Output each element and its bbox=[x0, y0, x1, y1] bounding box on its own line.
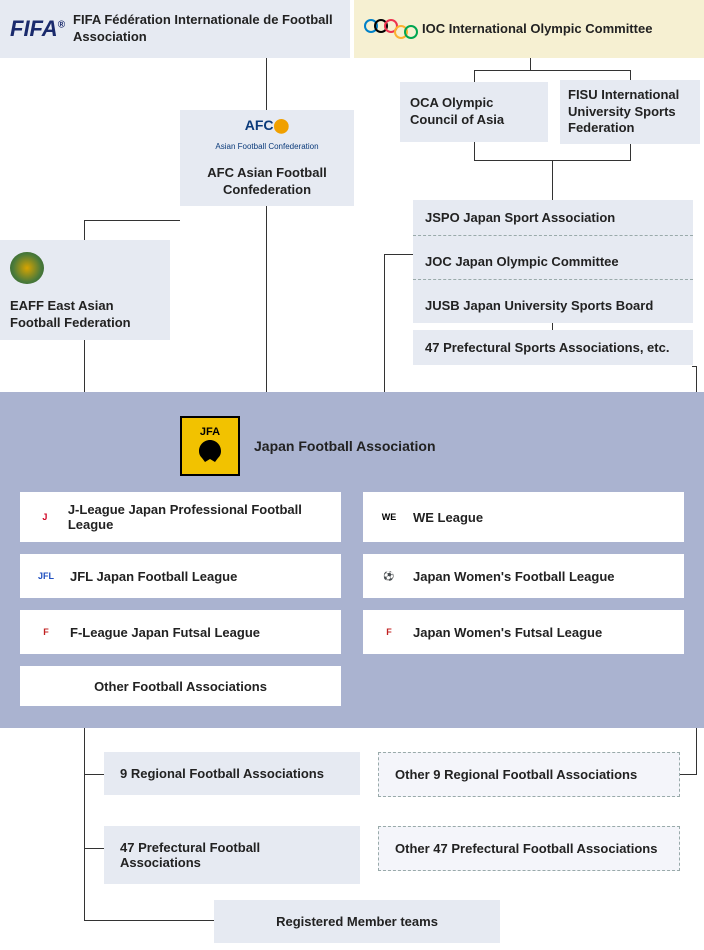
joc-row: JOC Japan Olympic Committee bbox=[413, 244, 693, 280]
line-afc-eaff-h bbox=[84, 220, 180, 221]
registered-teams-label: Registered Member teams bbox=[276, 914, 438, 929]
other-prefectural-fa-box: Other 47 Prefectural Football Associatio… bbox=[378, 826, 680, 871]
league-card: J J-League Japan Professional Football Le… bbox=[20, 492, 341, 542]
regional-fa-box: 9 Regional Football Associations bbox=[104, 752, 360, 795]
league-logo-icon: F bbox=[32, 620, 60, 644]
ioc-box: IOC International Olympic Committee bbox=[354, 0, 704, 58]
league-card: WE WE League bbox=[363, 492, 684, 542]
line-to-jgroup bbox=[552, 160, 553, 200]
league-logo-icon: ⚽ bbox=[375, 564, 403, 588]
fifa-logo: FIFA® bbox=[10, 16, 65, 42]
league-label: WE League bbox=[413, 510, 483, 525]
afc-box: AFC⬤ Asian Football Confederation AFC As… bbox=[180, 110, 354, 206]
line-spine-r2 bbox=[84, 848, 104, 849]
league-label: J-League Japan Professional Football Lea… bbox=[68, 502, 329, 532]
league-card: F F-League Japan Futsal League bbox=[20, 610, 341, 654]
league-card: ⚽ Japan Women's Football League bbox=[363, 554, 684, 598]
jspo-row: JSPO Japan Sport Association bbox=[413, 200, 693, 236]
afc-logo-icon: AFC⬤ bbox=[245, 117, 289, 134]
line-oca-d bbox=[474, 142, 475, 160]
line-jgroup-left-v bbox=[384, 254, 385, 392]
league-logo-icon: JFL bbox=[32, 564, 60, 588]
eaff-box: EAFF East Asian Football Federation bbox=[0, 240, 170, 340]
prefectural-sports-label: 47 Prefectural Sports Associations, etc. bbox=[425, 340, 669, 355]
line-eaff-jfa bbox=[84, 340, 85, 392]
oca-box: OCA Olympic Council of Asia bbox=[400, 82, 548, 142]
eaff-label: EAFF East Asian Football Federation bbox=[10, 298, 160, 332]
league-card: Other Football Associations bbox=[20, 666, 341, 706]
fisu-box: FISU International University Sports Fed… bbox=[560, 80, 700, 144]
line-spine-r1 bbox=[84, 774, 104, 775]
league-label: JFL Japan Football League bbox=[70, 569, 237, 584]
league-label: F-League Japan Futsal League bbox=[70, 625, 260, 640]
league-logo-icon: WE bbox=[375, 505, 403, 529]
other-regional-fa-box: Other 9 Regional Football Associations bbox=[378, 752, 680, 797]
line-spine-r3 bbox=[84, 920, 214, 921]
regional-fa-label: 9 Regional Football Associations bbox=[120, 766, 324, 781]
line-right-top bbox=[692, 366, 697, 367]
registered-teams-box: Registered Member teams bbox=[214, 900, 500, 943]
league-card: F Japan Women's Futsal League bbox=[363, 610, 684, 654]
other-prefectural-fa-label: Other 47 Prefectural Football Associatio… bbox=[395, 841, 657, 856]
line-ioc-v bbox=[530, 58, 531, 70]
jfa-block: JFA Japan Football Association J J-League… bbox=[0, 392, 704, 728]
line-jfa-spine bbox=[84, 720, 85, 920]
oca-label: OCA Olympic Council of Asia bbox=[410, 95, 538, 129]
jfa-header: JFA Japan Football Association bbox=[20, 410, 684, 492]
line-ioc-fisu bbox=[630, 70, 631, 80]
league-label: Japan Women's Football League bbox=[413, 569, 615, 584]
fisu-label: FISU International University Sports Fed… bbox=[568, 87, 692, 138]
league-label: Japan Women's Futsal League bbox=[413, 625, 602, 640]
line-jgroup-left-h bbox=[384, 254, 413, 255]
league-label: Other Football Associations bbox=[94, 679, 267, 694]
line-fisu-d bbox=[630, 144, 631, 160]
other-regional-fa-label: Other 9 Regional Football Associations bbox=[395, 767, 637, 782]
line-ioc-h bbox=[474, 70, 630, 71]
jusb-row: JUSB Japan University Sports Board bbox=[413, 288, 693, 323]
line-fifa-afc bbox=[266, 58, 267, 110]
olympic-rings-icon bbox=[364, 19, 414, 39]
line-ioc-oca bbox=[474, 70, 475, 82]
afc-label: AFC Asian Football Confederation bbox=[190, 165, 344, 199]
prefectural-sports-box: 47 Prefectural Sports Associations, etc. bbox=[413, 330, 693, 365]
prefectural-fa-box: 47 Prefectural Football Associations bbox=[104, 826, 360, 884]
jfa-logo-icon: JFA bbox=[180, 416, 240, 476]
crow-icon bbox=[193, 438, 227, 466]
fifa-label: FIFA Fédération Internationale de Footba… bbox=[73, 12, 340, 46]
japan-sport-group: JSPO Japan Sport Association JOC Japan O… bbox=[413, 200, 693, 323]
league-logo-icon: F bbox=[375, 620, 403, 644]
league-card: JFL JFL Japan Football League bbox=[20, 554, 341, 598]
fifa-box: FIFA® FIFA Fédération Internationale de … bbox=[0, 0, 350, 58]
prefectural-fa-label: 47 Prefectural Football Associations bbox=[120, 840, 260, 870]
jfa-leagues-grid: J J-League Japan Professional Football Le… bbox=[20, 492, 684, 706]
line-afc-eaff-v bbox=[84, 220, 85, 240]
ioc-label: IOC International Olympic Committee bbox=[422, 21, 652, 38]
line-right-to-other bbox=[680, 774, 697, 775]
league-logo-icon: J bbox=[32, 505, 58, 529]
jfa-title: Japan Football Association bbox=[254, 438, 436, 454]
line-afc-jfa bbox=[266, 206, 267, 392]
eaff-logo-icon bbox=[10, 252, 44, 284]
